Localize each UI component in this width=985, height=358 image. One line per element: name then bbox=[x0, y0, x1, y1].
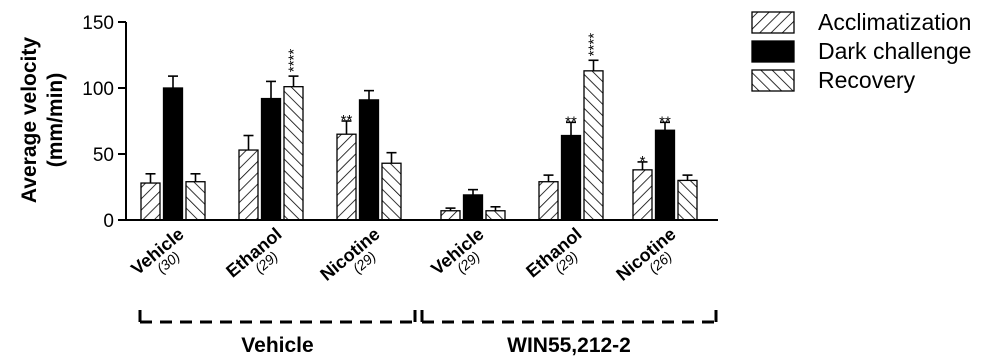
x-category-label: Ethanol bbox=[522, 224, 585, 282]
bars: ***** ********** bbox=[126, 33, 718, 221]
group-brackets: Vehicle WIN55,212-2 bbox=[138, 310, 718, 357]
bar-acclimatization bbox=[440, 210, 461, 221]
significance-marker: ** bbox=[659, 113, 671, 130]
legend-swatch bbox=[751, 11, 795, 34]
legend-swatch bbox=[751, 69, 795, 92]
significance-marker: **** bbox=[286, 49, 303, 73]
bar-dark-challenge bbox=[654, 129, 676, 221]
y-tick-label: 0 bbox=[103, 211, 114, 232]
y-axis-title: Average velocity (mm/min) bbox=[18, 37, 67, 203]
bar-acclimatization bbox=[632, 169, 653, 221]
group-label: Vehicle bbox=[241, 334, 313, 357]
bar-recovery bbox=[583, 70, 604, 221]
legend-label: Acclimatization bbox=[818, 9, 971, 35]
group-label: WIN55,212-2 bbox=[507, 334, 631, 357]
y-tick-label: 150 bbox=[82, 13, 114, 34]
x-category-label: Ethanol bbox=[222, 224, 285, 282]
bar-acclimatization bbox=[538, 181, 559, 221]
bar-acclimatization bbox=[140, 182, 161, 221]
bar-recovery bbox=[283, 86, 304, 221]
bar-dark-challenge bbox=[358, 99, 380, 221]
legend-label: Recovery bbox=[818, 67, 916, 93]
bar-dark-challenge bbox=[462, 194, 484, 221]
bar-recovery bbox=[677, 179, 698, 221]
bar-recovery bbox=[381, 162, 402, 221]
x-category-label: Vehicle bbox=[427, 224, 487, 279]
bar-dark-challenge bbox=[260, 97, 282, 221]
legend: Acclimatization Dark challenge Recovery bbox=[751, 9, 971, 93]
x-axis-labels: Vehicle(30) Ethanol(29) Nicotine(29) Vehicl… bbox=[127, 224, 679, 285]
legend-swatch bbox=[751, 40, 795, 63]
y-axis-title-line1: Average velocity bbox=[18, 37, 41, 203]
bar-recovery bbox=[185, 181, 206, 221]
significance-marker: ** bbox=[341, 112, 353, 129]
bar-dark-challenge bbox=[162, 87, 184, 221]
bar-dark-challenge bbox=[560, 134, 582, 221]
bar-acclimatization bbox=[238, 149, 259, 221]
significance-marker: **** bbox=[586, 33, 603, 57]
y-axis: 0 50 100 150 bbox=[82, 13, 127, 232]
significance-marker: ** bbox=[565, 113, 577, 130]
y-tick-label: 100 bbox=[82, 79, 114, 100]
y-axis-title-line2: (mm/min) bbox=[44, 73, 67, 168]
bar-acclimatization bbox=[336, 133, 357, 221]
bar-recovery bbox=[485, 210, 506, 221]
legend-label: Dark challenge bbox=[818, 38, 971, 64]
x-category-label: Vehicle bbox=[127, 224, 187, 279]
y-tick-label: 50 bbox=[93, 145, 114, 166]
significance-marker: * bbox=[640, 153, 646, 170]
